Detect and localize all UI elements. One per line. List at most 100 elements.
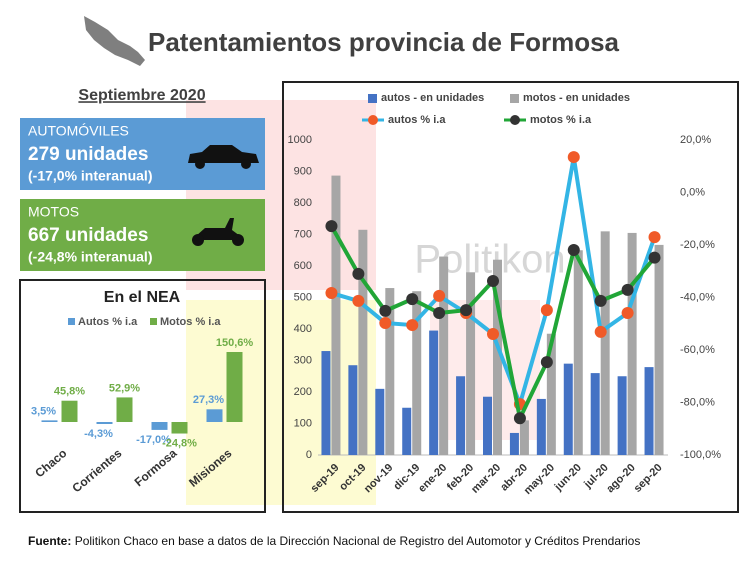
title: Patentamientos provincia de Formosa <box>148 27 620 57</box>
bar <box>627 232 637 455</box>
y-tick-label: 200 <box>294 386 312 398</box>
y2-tick-label: -80,0% <box>680 396 715 408</box>
marker <box>325 287 338 300</box>
bar <box>546 333 556 455</box>
legend-swatch <box>368 94 377 103</box>
y-tick-label: 1000 <box>288 134 312 146</box>
bar <box>385 288 395 455</box>
bar <box>321 351 331 455</box>
y2-tick-label: -20,0% <box>680 239 715 251</box>
marker <box>433 289 446 302</box>
data-label: -24,8% <box>162 437 197 449</box>
marker <box>433 306 446 319</box>
car-icon <box>188 145 259 169</box>
bar <box>96 422 113 424</box>
bar <box>573 250 583 455</box>
bar <box>206 409 223 422</box>
bar <box>509 432 519 455</box>
marker <box>513 412 526 425</box>
legend-label: motos % i.a <box>530 114 592 126</box>
main-panel <box>282 81 739 513</box>
bar <box>348 365 358 455</box>
y-tick-label: 100 <box>294 417 312 429</box>
data-label: 52,9% <box>109 382 140 394</box>
y2-tick-label: 20,0% <box>680 134 711 146</box>
card-change: (-17,0% interanual) <box>28 168 152 184</box>
x-tick-label: ene-20 <box>416 462 449 495</box>
y2-tick-label: -40,0% <box>680 291 715 303</box>
data-label: 27,3% <box>193 394 224 406</box>
bar <box>226 352 243 422</box>
legend-marker <box>368 115 378 125</box>
bar <box>116 397 133 422</box>
nea-title: En el NEA <box>104 289 181 306</box>
marker <box>594 294 607 307</box>
marker <box>487 274 499 287</box>
bar <box>151 422 168 430</box>
marker <box>567 151 580 164</box>
y-tick-label: 400 <box>294 323 312 335</box>
highlight <box>186 300 376 505</box>
marker <box>621 306 634 319</box>
data-label: -4,3% <box>84 428 113 440</box>
marker <box>352 294 365 307</box>
map-icon <box>84 16 145 66</box>
marker <box>325 220 338 233</box>
marker <box>460 304 473 317</box>
marker <box>567 243 580 256</box>
card-label: AUTOMÓVILES <box>28 123 129 139</box>
card-units: 667 unidades <box>28 225 148 246</box>
bar <box>456 376 466 455</box>
bar <box>412 291 422 455</box>
legend-label: Motos % i.a <box>160 316 221 328</box>
bar <box>429 330 439 455</box>
legend-swatch <box>150 318 157 325</box>
legend-swatch <box>68 318 75 325</box>
marker <box>540 356 553 369</box>
x-tick-label: may-20 <box>522 462 557 497</box>
legend-label: autos - en unidades <box>381 92 484 104</box>
marker <box>379 316 392 329</box>
footer: Fuente: Politikon Chaco en base a datos … <box>28 534 640 548</box>
y-tick-label: 900 <box>294 165 312 177</box>
marker <box>406 319 419 332</box>
bar <box>563 363 573 455</box>
bar <box>61 400 78 422</box>
bar <box>358 229 368 455</box>
y-tick-label: 0 <box>306 449 312 461</box>
bar <box>41 420 58 422</box>
y2-tick-label: -100,0% <box>680 449 721 461</box>
bar <box>644 367 654 455</box>
bar <box>375 388 385 455</box>
bar <box>483 396 492 455</box>
card-units: 279 unidades <box>28 144 148 165</box>
bar <box>519 420 529 455</box>
y-tick-label: 300 <box>294 354 312 366</box>
marker <box>352 267 365 280</box>
y-tick-label: 800 <box>294 197 312 209</box>
nea-panel <box>19 279 266 513</box>
y2-tick-label: -60,0% <box>680 344 715 356</box>
y2-tick-label: 0,0% <box>680 186 705 198</box>
period: Septiembre 2020 <box>78 87 205 104</box>
marker <box>540 304 553 317</box>
marker <box>379 304 392 317</box>
x-tick-label: sep-20 <box>632 462 665 495</box>
legend-swatch <box>510 94 519 103</box>
data-label: -17,0% <box>136 434 171 446</box>
bar <box>439 256 449 455</box>
watermark: Politikon <box>414 238 565 282</box>
marker <box>621 283 634 296</box>
data-label: 150,6% <box>216 337 254 349</box>
bar <box>536 398 546 455</box>
bar <box>331 175 341 455</box>
bar <box>590 373 600 455</box>
x-tick-label: Formosa <box>132 446 180 490</box>
x-tick-label: Corrientes <box>69 446 124 496</box>
marker <box>648 231 661 244</box>
legend-label: motos - en unidades <box>523 92 630 104</box>
marker <box>648 251 661 264</box>
bar <box>171 422 188 434</box>
